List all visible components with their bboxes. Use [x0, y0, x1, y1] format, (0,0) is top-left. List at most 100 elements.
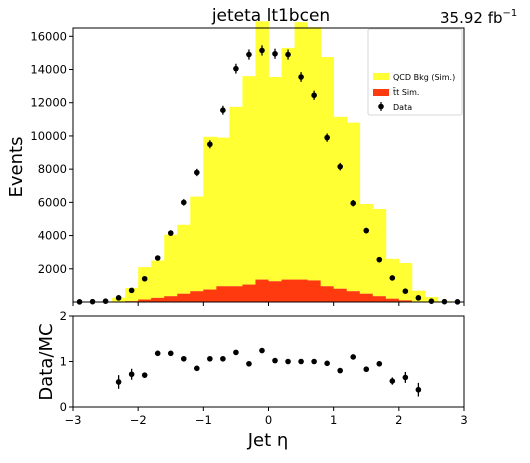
- ratio-point: [259, 348, 265, 354]
- ratio-point: [298, 359, 304, 365]
- legend-frame: [368, 29, 462, 115]
- ratio-point: [116, 379, 122, 385]
- data-point: [103, 298, 109, 304]
- data-point: [337, 164, 343, 170]
- ttbar-bar: [282, 280, 295, 302]
- ttbar-bar: [242, 285, 255, 302]
- y-axis-label: Events: [6, 137, 27, 198]
- qcd-bar: [373, 209, 386, 296]
- ratio-x-tick-label: −2: [130, 413, 147, 427]
- data-point: [324, 135, 330, 141]
- ratio-point: [350, 354, 356, 360]
- y-tick-label: 8000: [38, 162, 67, 176]
- ratio-point: [129, 371, 135, 377]
- ratio-y-tick-label: 1: [60, 355, 67, 369]
- ratio-x-tick-label: −1: [195, 413, 212, 427]
- ratio-x-tick-label: 1: [330, 413, 337, 427]
- ttbar-bar: [295, 280, 308, 302]
- ratio-point: [220, 356, 226, 362]
- qcd-bar: [190, 197, 203, 292]
- ttbar-bar: [373, 296, 386, 302]
- ratio-point: [403, 375, 409, 381]
- qcd-bar: [242, 76, 255, 284]
- data-point: [155, 255, 161, 261]
- data-point: [220, 107, 226, 113]
- ttbar-bar: [360, 294, 373, 302]
- data-point: [246, 52, 252, 58]
- ratio-point: [155, 351, 161, 357]
- legend-swatch-ttbar: [373, 89, 389, 96]
- chart-title: jeteta lt1bcen: [211, 6, 330, 26]
- qcd-bar: [229, 107, 242, 286]
- ratio-point: [246, 361, 252, 367]
- ttbar-bar: [334, 289, 347, 302]
- ttbar-bar: [203, 290, 216, 302]
- y-tick-label: 4000: [38, 229, 67, 243]
- data-point: [403, 288, 409, 294]
- data-point: [376, 257, 382, 263]
- ratio-point: [207, 356, 213, 362]
- ttbar-bar: [151, 298, 164, 302]
- qcd-bar: [295, 22, 308, 279]
- ttbar-bar: [308, 280, 321, 302]
- data-point: [259, 48, 265, 54]
- data-point: [311, 92, 317, 98]
- data-point: [129, 288, 135, 294]
- y-tick-label: 12000: [30, 96, 67, 110]
- ratio-y-tick-label: 0: [60, 400, 67, 414]
- ratio-point: [337, 368, 343, 374]
- lumi-label: 35.92 fb−1: [440, 8, 517, 27]
- qcd-bar: [308, 27, 321, 280]
- qcd-bar: [360, 204, 373, 294]
- y-tick-label: 10000: [30, 129, 67, 143]
- qcd-bar: [347, 123, 360, 292]
- qcd-bar: [321, 57, 334, 286]
- ratio-point: [390, 378, 396, 384]
- data-point: [168, 230, 174, 236]
- ratio-x-tick-label: −3: [65, 413, 82, 427]
- ratio-point: [311, 359, 317, 365]
- legend-label-data: Data: [393, 103, 412, 112]
- qcd-bar: [164, 235, 177, 296]
- ttbar-bar: [255, 280, 268, 302]
- ratio-point: [324, 361, 330, 367]
- data-point: [194, 170, 200, 176]
- ratio-point: [416, 387, 422, 393]
- data-point: [429, 298, 435, 304]
- ratio-point: [168, 351, 174, 357]
- ttbar-bar: [164, 296, 177, 302]
- y-tick-label: 6000: [38, 195, 67, 209]
- ratio-point: [285, 359, 291, 365]
- x-axis-label: Jet η: [247, 430, 289, 451]
- ttbar-bar: [269, 281, 282, 302]
- data-point: [350, 200, 356, 206]
- ratio-x-tick-label: 3: [460, 413, 467, 427]
- ttbar-bar: [190, 291, 203, 302]
- qcd-bar: [216, 138, 229, 287]
- qcd-bar: [399, 263, 412, 300]
- data-point: [207, 141, 213, 147]
- qcd-bar: [334, 117, 347, 289]
- ratio-x-tick-label: 2: [395, 413, 402, 427]
- ratio-y-tick-label: 2: [60, 309, 67, 323]
- lumi-exponent: −1: [503, 8, 518, 19]
- qcd-bar: [282, 48, 295, 280]
- ratio-point: [194, 366, 200, 372]
- ratio-x-tick-label: 0: [265, 413, 272, 427]
- ratio-point: [181, 356, 187, 362]
- ttbar-bar: [347, 291, 360, 302]
- data-point: [181, 200, 187, 206]
- ratio-frame: [73, 316, 464, 407]
- data-point: [272, 51, 278, 57]
- legend-swatch-qcd: [373, 73, 389, 80]
- data-point: [298, 74, 304, 80]
- data-point: [363, 228, 369, 234]
- data-point: [416, 295, 422, 301]
- qcd-bar: [255, 21, 268, 279]
- ratio-point: [272, 358, 278, 364]
- ttbar-bar: [177, 294, 190, 302]
- data-point: [116, 295, 122, 301]
